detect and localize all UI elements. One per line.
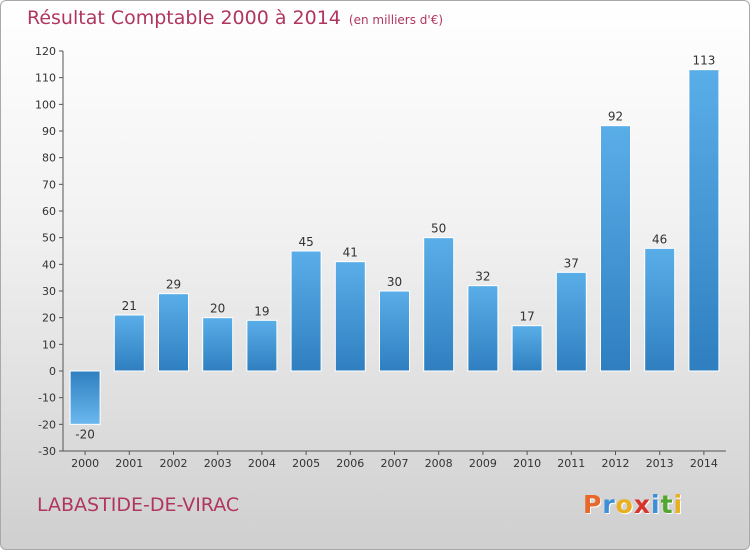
y-tick-label: 40 — [42, 258, 56, 271]
x-tick-label: 2003 — [204, 457, 232, 470]
x-tick-label: 2011 — [557, 457, 585, 470]
logo-letter: r — [602, 490, 616, 519]
bar — [423, 237, 455, 372]
bar-value-label: 92 — [608, 110, 623, 124]
x-tick-label: 2012 — [602, 457, 630, 470]
bar-value-label: 29 — [166, 278, 181, 292]
bar-value-label: 17 — [519, 310, 534, 324]
y-tick-label: -10 — [38, 392, 56, 405]
x-tick-label: 2007 — [381, 457, 409, 470]
bar — [158, 293, 189, 372]
bar-value-label: -20 — [75, 427, 95, 441]
x-tick-label: 2013 — [646, 457, 674, 470]
bar-value-label: 41 — [343, 246, 358, 260]
y-tick-label: 50 — [42, 232, 56, 245]
x-tick-label: 2000 — [71, 457, 99, 470]
x-tick-label: 2005 — [292, 457, 320, 470]
x-tick-label: 2001 — [115, 457, 143, 470]
bar-value-label: 21 — [122, 299, 137, 313]
bar — [113, 314, 145, 372]
chart-title-text: Résultat Comptable 2000 à 2014 — [27, 7, 341, 29]
y-tick-label: 100 — [35, 98, 56, 111]
chart-subtitle: (en milliers d'€) — [348, 13, 444, 27]
logo-letter: P — [583, 490, 603, 519]
proxiti-logo[interactable]: Proxiti — [583, 490, 683, 519]
logo-letter: i — [651, 490, 661, 519]
y-tick-label: 90 — [42, 125, 56, 138]
x-tick-label: 2008 — [425, 457, 453, 470]
bar — [334, 261, 366, 372]
bar — [688, 69, 720, 372]
bar-value-label: 30 — [387, 275, 402, 289]
logo-letter: t — [660, 490, 674, 519]
bar-value-label: 113 — [692, 54, 715, 68]
bar — [290, 250, 322, 372]
bar-value-label: 20 — [210, 302, 225, 316]
y-tick-label: 60 — [42, 205, 56, 218]
x-tick-label: 2002 — [160, 457, 188, 470]
x-tick-label: 2009 — [469, 457, 497, 470]
bar-value-label: 37 — [564, 256, 579, 270]
bar — [644, 247, 676, 372]
y-tick-label: 0 — [49, 365, 56, 378]
bar — [511, 325, 543, 372]
bar-value-label: 50 — [431, 222, 446, 236]
y-tick-label: 70 — [42, 178, 56, 191]
bar — [600, 125, 631, 372]
bar — [379, 290, 410, 372]
x-tick-label: 2004 — [248, 457, 276, 470]
bar-value-label: 32 — [475, 270, 490, 284]
y-tick-label: 80 — [42, 152, 56, 165]
bar-value-label: 45 — [298, 235, 313, 249]
x-tick-label: 2010 — [513, 457, 541, 470]
bar — [467, 285, 499, 372]
commune-name: LABASTIDE-DE-VIRAC — [37, 494, 240, 516]
y-tick-label: -20 — [38, 418, 56, 431]
logo-letter: i — [673, 490, 684, 519]
chart-title: Résultat Comptable 2000 à 2014 (en millie… — [27, 7, 443, 29]
bar — [555, 271, 587, 372]
x-tick-label: 2014 — [690, 457, 718, 470]
y-tick-label: 10 — [42, 338, 56, 351]
bar — [246, 319, 278, 372]
y-tick-label: 110 — [35, 72, 56, 85]
bar — [69, 370, 101, 425]
logo-letter: x — [633, 490, 651, 519]
logo-letter: o — [615, 490, 634, 519]
y-tick-label: 120 — [35, 45, 56, 58]
bar — [202, 317, 234, 372]
bar-value-label: 46 — [652, 232, 667, 246]
y-tick-label: 30 — [42, 285, 56, 298]
y-tick-label: -30 — [38, 445, 56, 458]
y-tick-label: 20 — [42, 312, 56, 325]
x-tick-label: 2006 — [336, 457, 364, 470]
bar-value-label: 19 — [254, 304, 269, 318]
